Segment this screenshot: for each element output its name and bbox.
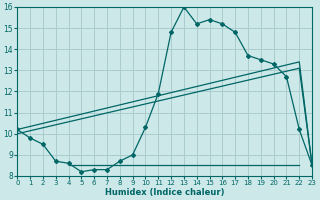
X-axis label: Humidex (Indice chaleur): Humidex (Indice chaleur) <box>105 188 224 197</box>
